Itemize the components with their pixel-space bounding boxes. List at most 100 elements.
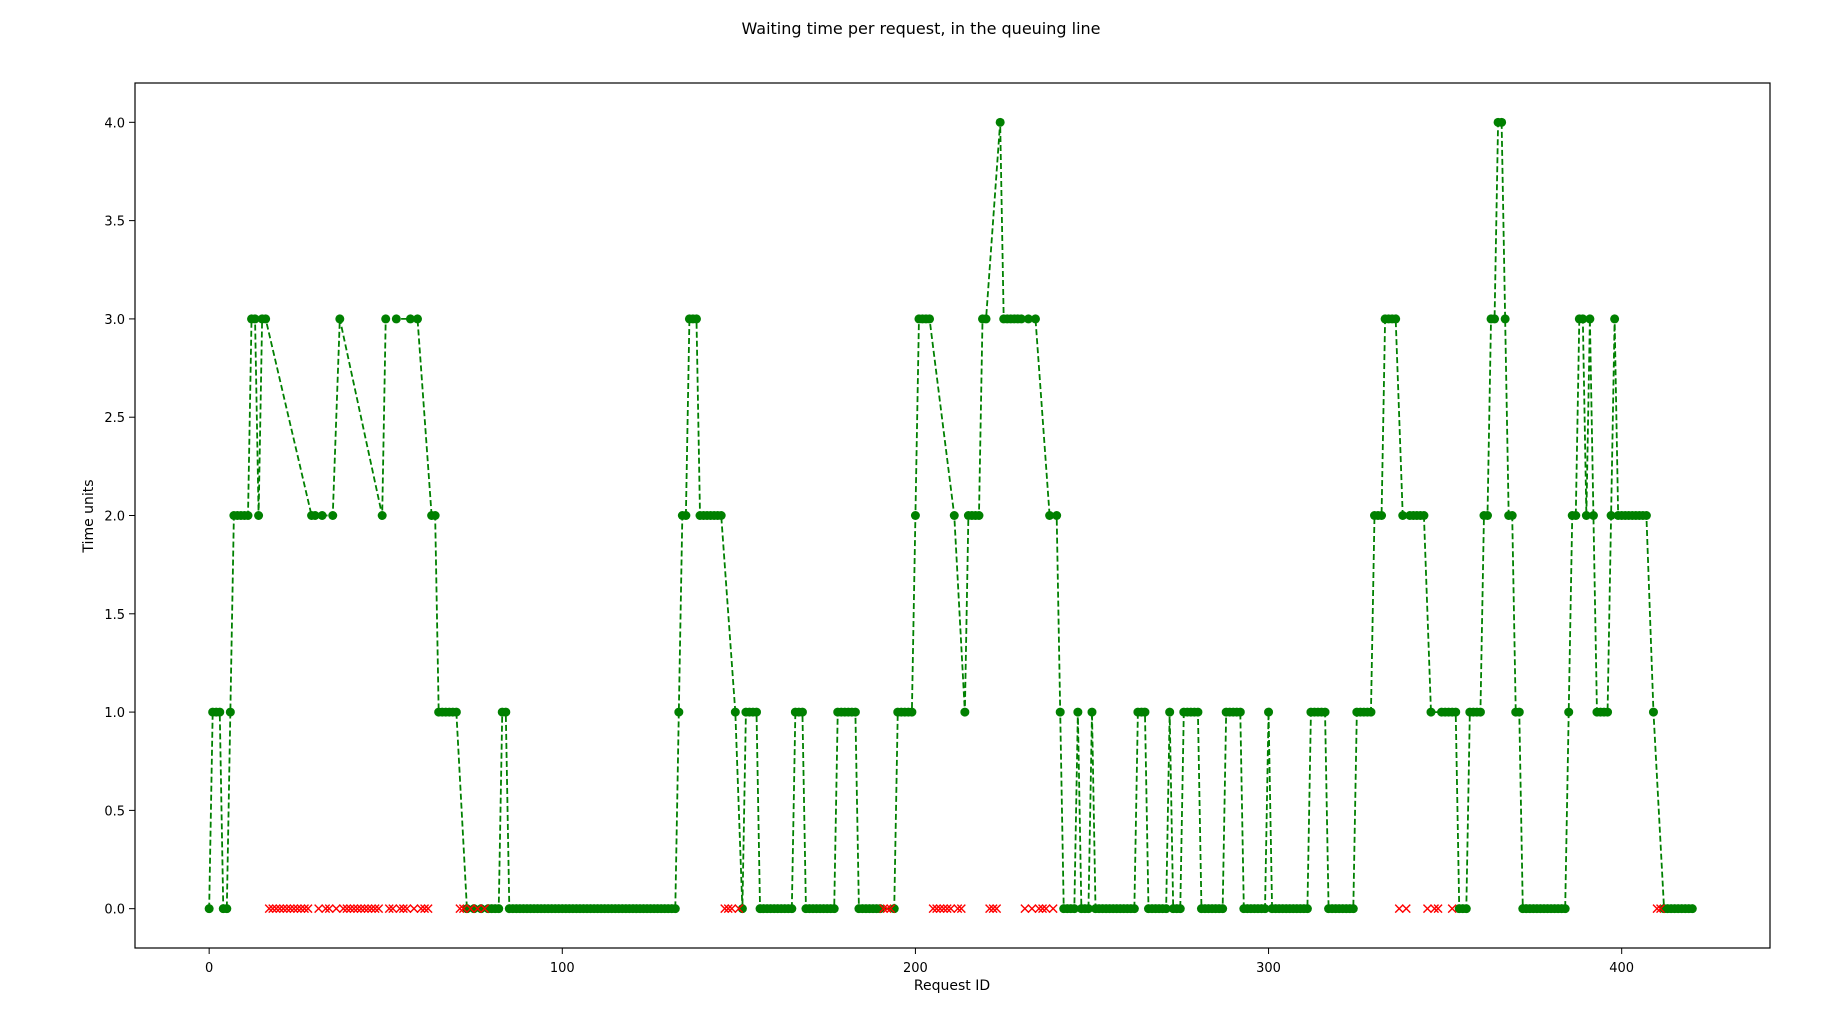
data-point: [1606, 511, 1616, 520]
data-point: [1560, 904, 1570, 914]
data-point: [1161, 904, 1171, 914]
data-point-x: [345, 904, 355, 914]
data-point-x: [360, 904, 370, 914]
data-point-x: [1447, 904, 1457, 914]
data-point: [377, 511, 387, 520]
y-axis: 0.0 0.5 1.0 1.5 2.0 2.5 3.0 3.5 4.0: [104, 116, 135, 918]
data-point-x: [723, 904, 733, 914]
y-tick-label: 4.0: [104, 116, 125, 131]
plot-frame: [134, 82, 1771, 949]
data-point-x: [402, 904, 412, 914]
data-point-x: [324, 904, 334, 914]
data-point: [1571, 511, 1581, 520]
data-point: [1087, 707, 1097, 717]
data-point: [243, 511, 253, 520]
y-tick-label: 1.0: [104, 706, 125, 721]
data-point: [1083, 904, 1093, 914]
data-point: [1235, 707, 1245, 717]
data-point: [1687, 904, 1697, 914]
data-point-x: [1034, 904, 1044, 914]
data-point: [1514, 707, 1524, 717]
data-point: [405, 314, 415, 324]
data-point-x: [278, 904, 288, 914]
data-point-x: [349, 904, 359, 914]
data-point: [949, 511, 959, 520]
data-point-x: [384, 904, 394, 914]
data-point: [1045, 511, 1055, 520]
data-point-x: [1038, 904, 1048, 914]
data-point-x: [282, 904, 292, 914]
data-point: [910, 511, 920, 520]
data-point: [1564, 707, 1574, 717]
data-point-x: [1652, 904, 1662, 914]
data-point: [670, 904, 680, 914]
data-point: [981, 314, 991, 324]
data-point-x: [1433, 904, 1443, 914]
data-point-x: [882, 904, 892, 914]
data-point: [1165, 707, 1175, 717]
data-point-x: [879, 904, 889, 914]
data-point: [1264, 707, 1274, 717]
data-point-x: [942, 904, 952, 914]
y-axis-label: Time units: [81, 479, 97, 553]
data-point-x: [465, 904, 475, 914]
data-point-x: [420, 904, 430, 914]
data-point-x: [296, 904, 306, 914]
data-point-x: [268, 904, 278, 914]
data-point: [829, 904, 839, 914]
data-point-x: [395, 904, 405, 914]
data-point: [1461, 904, 1471, 914]
data-point: [1391, 314, 1401, 324]
data-point: [1500, 314, 1510, 324]
data-point-x: [331, 904, 341, 914]
data-point: [1603, 707, 1613, 717]
x-tick-label: 0: [205, 961, 213, 976]
data-point: [1030, 314, 1040, 324]
x-tick-label: 200: [903, 961, 928, 976]
data-point-x: [356, 904, 366, 914]
data-point: [691, 314, 701, 324]
data-point: [1581, 511, 1591, 520]
data-point: [1129, 904, 1139, 914]
data-point-x: [321, 904, 331, 914]
data-point: [261, 314, 271, 324]
data-point: [797, 707, 807, 717]
data-point: [222, 904, 232, 914]
data-point-x: [985, 904, 995, 914]
data-point: [1260, 904, 1270, 914]
data-point: [204, 904, 214, 914]
data-point-x: [720, 904, 730, 914]
data-point: [1073, 707, 1083, 717]
y-tick-label: 2.0: [104, 510, 125, 525]
data-point-x: [928, 904, 938, 914]
series-1: [264, 904, 1666, 914]
data-point: [1016, 314, 1026, 324]
data-point-x: [956, 904, 966, 914]
chart-title: Waiting time per request, in the queuing…: [741, 19, 1100, 38]
x-tick-label: 300: [1256, 961, 1281, 976]
data-point-x: [953, 904, 963, 914]
x-axis-label: Request ID: [914, 978, 990, 994]
data-point: [752, 707, 762, 717]
data-point: [1377, 511, 1387, 520]
data-point: [1398, 511, 1408, 520]
data-point: [716, 511, 726, 520]
data-point-x: [300, 904, 309, 914]
data-point-x: [342, 904, 352, 914]
series-layer: [204, 117, 1697, 914]
data-point-x: [734, 904, 744, 914]
data-point-x: [271, 904, 281, 914]
data-point-x: [1041, 904, 1051, 914]
data-point-x: [1027, 904, 1037, 914]
data-point: [1507, 511, 1517, 520]
data-point: [1175, 904, 1185, 914]
data-point-x: [1422, 904, 1432, 914]
data-point: [391, 314, 401, 324]
data-point-x: [398, 904, 408, 914]
data-point: [1451, 707, 1461, 717]
data-point: [1578, 314, 1588, 324]
data-point: [974, 511, 984, 520]
y-tick-label: 3.5: [104, 215, 125, 230]
